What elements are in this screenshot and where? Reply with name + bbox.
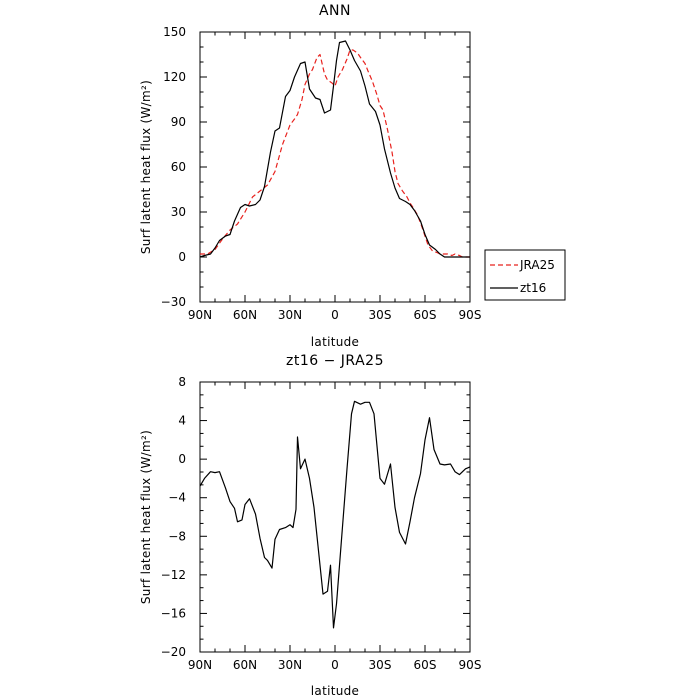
- top-x-tick-label: 90S: [459, 308, 482, 322]
- bottom-x-tick-label: 30S: [369, 658, 392, 672]
- top-y-tick-label: 30: [171, 205, 186, 219]
- top-y-tick-label: 150: [163, 25, 186, 39]
- bottom-x-tick-label: 90N: [188, 658, 212, 672]
- bottom-x-tick-label: 0: [331, 658, 339, 672]
- bottom-y-axis-label: Surf latent heat flux (W/m²): [139, 430, 153, 604]
- bottom-series-line-zt16-jra25: [199, 400, 471, 629]
- bottom-panel: zt16 − JRA25 latitude Surf latent heat f…: [139, 353, 481, 698]
- bottom-y-tick-label: −12: [161, 568, 186, 582]
- top-series-line-jra25: [200, 49, 470, 258]
- top-y-tick-label: −30: [161, 295, 186, 309]
- top-y-tick-label: 120: [163, 70, 186, 84]
- legend-label-jra25: JRA25: [519, 258, 555, 272]
- top-y-tick-label: 90: [171, 115, 186, 129]
- top-x-tick-label: 90N: [188, 308, 212, 322]
- top-x-tick-label: 30S: [369, 308, 392, 322]
- top-y-tick-label: 0: [178, 250, 186, 264]
- bottom-x-tick-label: 60N: [233, 658, 257, 672]
- bottom-x-axis-label: latitude: [311, 684, 359, 698]
- bottom-y-tick-label: −4: [168, 491, 186, 505]
- top-y-axis-label: Surf latent heat flux (W/m²): [139, 80, 153, 254]
- top-x-tick-label: 0: [331, 308, 339, 322]
- legend-label-zt16: zt16: [520, 281, 546, 295]
- top-chart-title: ANN: [319, 3, 351, 19]
- top-x-tick-label: 30N: [278, 308, 302, 322]
- bottom-y-tick-label: −20: [161, 645, 186, 659]
- legend: JRA25 zt16: [484, 249, 566, 301]
- bottom-y-tick-label: 8: [178, 375, 186, 389]
- top-panel: ANN latitude Surf latent heat flux (W/m²…: [139, 3, 566, 349]
- bottom-x-tick-label: 30N: [278, 658, 302, 672]
- bottom-x-tick-label: 90S: [459, 658, 482, 672]
- bottom-y-tick-label: 4: [178, 414, 186, 428]
- top-x-axis-label: latitude: [311, 335, 359, 349]
- top-x-tick-label: 60N: [233, 308, 257, 322]
- bottom-y-tick-label: −16: [161, 606, 186, 620]
- legend-box: [484, 249, 566, 301]
- bottom-chart-title: zt16 − JRA25: [286, 353, 384, 369]
- top-x-tick-label: 60S: [414, 308, 437, 322]
- bottom-y-tick-label: −8: [168, 529, 186, 543]
- bottom-x-tick-label: 60S: [414, 658, 437, 672]
- top-y-tick-label: 60: [171, 160, 186, 174]
- top-series-line-zt16: [199, 40, 470, 258]
- bottom-y-tick-label: 0: [178, 452, 186, 466]
